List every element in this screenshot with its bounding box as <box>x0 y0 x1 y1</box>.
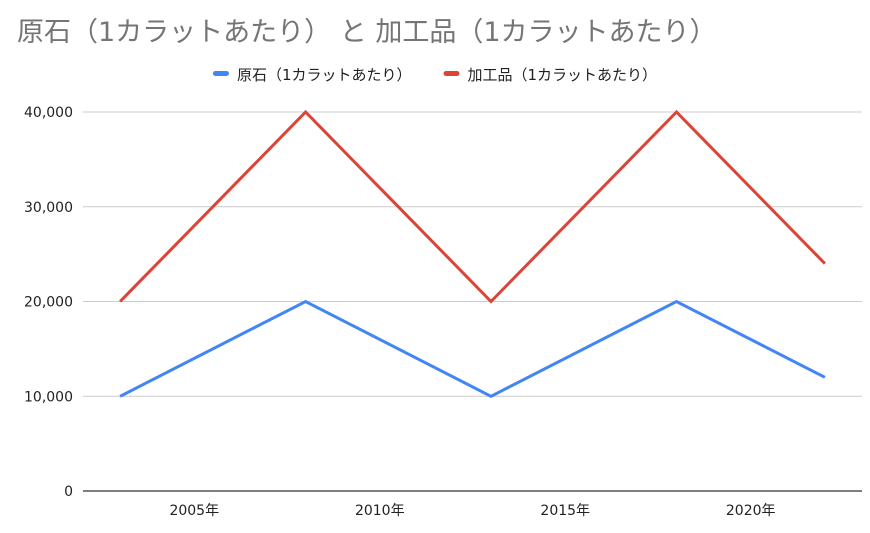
legend-item-0: 原石（1カラットあたり） <box>212 66 412 84</box>
x-tick-label: 2020年 <box>726 503 776 519</box>
y-tick-label: 20,000 <box>24 295 73 311</box>
legend-swatch <box>212 71 229 76</box>
x-axis-ticks: 2005年 2010年 2015年 2020年 <box>169 503 775 519</box>
x-tick-label: 2015年 <box>540 503 590 519</box>
x-tick-label: 2010年 <box>355 503 405 519</box>
y-tick-label: 10,000 <box>24 389 73 405</box>
legend-swatch <box>443 71 460 76</box>
gridlines <box>83 111 862 492</box>
y-tick-label: 40,000 <box>24 105 73 121</box>
x-tick-label: 2005年 <box>169 503 219 519</box>
series-line-0 <box>119 299 826 398</box>
legend-label: 原石（1カラットあたり） <box>237 66 412 84</box>
series-line-1 <box>119 109 826 304</box>
chart-title: 原石（1カラットあたり） と 加工品（1カラットあたり） <box>17 17 717 48</box>
y-tick-label: 30,000 <box>24 200 73 216</box>
y-tick-label: 0 <box>64 484 73 500</box>
y-axis-ticks: 0 10,000 20,000 30,000 40,000 <box>24 105 73 500</box>
legend-item-1: 加工品（1カラットあたり） <box>443 66 658 84</box>
legend: 原石（1カラットあたり） 加工品（1カラットあたり） <box>212 66 658 84</box>
series-lines <box>119 109 826 398</box>
legend-label: 加工品（1カラットあたり） <box>468 66 658 84</box>
